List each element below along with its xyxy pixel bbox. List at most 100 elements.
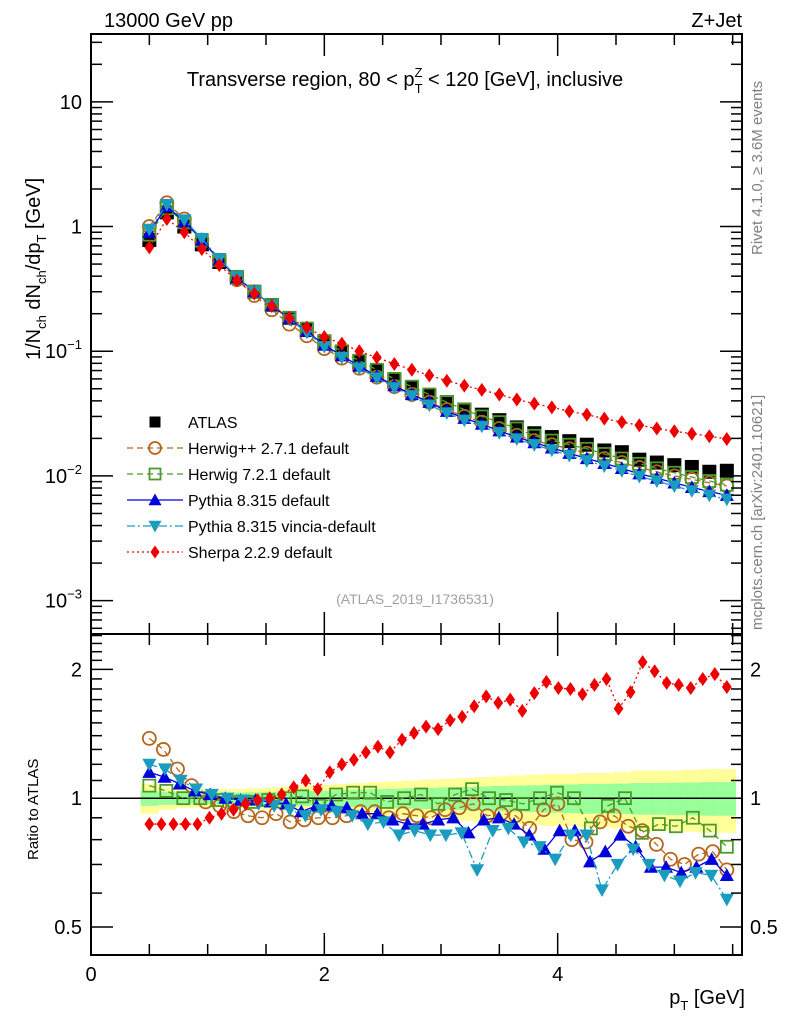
data-point — [610, 858, 625, 872]
data-point — [404, 390, 419, 403]
data-point — [581, 407, 592, 422]
series-atlas — [142, 205, 734, 479]
ylabel-sub: ch — [34, 315, 49, 329]
ratio-y-tick-label: 1 — [71, 788, 82, 810]
title-superscript: Z — [415, 65, 423, 80]
data-point — [380, 795, 395, 809]
data-point — [499, 793, 513, 807]
data-point — [282, 804, 297, 817]
data-point — [371, 350, 382, 365]
data-point — [459, 378, 470, 393]
data-point — [546, 400, 557, 415]
y-tick-label: 1 — [71, 217, 82, 239]
data-point — [669, 424, 680, 439]
legend-item: Pythia 8.315 default — [127, 493, 330, 510]
process-label: Z+Jet — [691, 10, 742, 32]
legend-label: Sherpa 2.2.9 default — [188, 545, 333, 562]
ylabel-part: dN — [23, 284, 45, 315]
series-pythia-8-315-vincia-default — [142, 198, 734, 507]
data-point — [481, 689, 492, 704]
main-series-layer — [141, 195, 735, 507]
x-tick-label: 4 — [552, 964, 563, 986]
data-point — [142, 758, 157, 772]
data-point — [312, 782, 323, 797]
data-point — [517, 703, 528, 718]
mcplots-credit-label: mcplots.cern.ch [arXiv:2401.10621] — [749, 395, 766, 630]
data-point — [474, 420, 489, 434]
data-point — [144, 817, 155, 832]
data-point — [594, 884, 609, 898]
ratio-y-tick-label: 2 — [71, 659, 82, 681]
data-point — [254, 810, 270, 826]
data-point — [142, 223, 157, 237]
data-point — [529, 686, 540, 701]
ratio-frame — [90, 633, 743, 956]
ylabel-part: 1/N — [23, 329, 45, 360]
data-point — [454, 827, 469, 840]
data-point — [156, 742, 171, 757]
data-point — [422, 399, 437, 413]
x-axis-label: pT [GeV] — [669, 987, 745, 1013]
data-point — [433, 722, 443, 737]
main-frame — [90, 33, 743, 635]
data-point — [276, 787, 287, 802]
data-point — [511, 392, 522, 407]
legend: ATLAS Herwig++ 2.7.1 default Herwig 7.2.1 … — [127, 415, 376, 562]
data-point — [228, 802, 239, 817]
data-point — [537, 842, 552, 855]
data-point — [314, 804, 329, 817]
data-point — [363, 785, 378, 800]
series-line — [149, 785, 728, 848]
data-point — [214, 258, 225, 273]
data-point — [264, 791, 275, 806]
data-point — [564, 404, 575, 419]
data-point — [141, 730, 157, 746]
data-point — [204, 810, 215, 825]
data-point — [579, 455, 594, 468]
data-point — [668, 819, 683, 834]
data-point — [614, 465, 629, 478]
ratio-y-axis-label: Ratio to ATLAS — [25, 759, 42, 860]
data-point — [159, 198, 174, 212]
data-point — [697, 671, 708, 686]
data-point — [704, 429, 715, 444]
data-point — [577, 687, 588, 702]
data-point — [346, 785, 361, 800]
ylabel-sub: ch — [34, 270, 49, 284]
data-point — [192, 817, 203, 832]
data-point — [626, 843, 641, 857]
rivet-version-label: Rivet 4.1.0, ≥ 3.6M events — [749, 81, 766, 255]
data-point — [431, 796, 445, 811]
data-point — [492, 427, 507, 440]
data-point — [360, 745, 371, 760]
data-point — [529, 396, 540, 411]
data-point — [544, 430, 559, 445]
data-point — [461, 825, 476, 839]
data-point — [385, 745, 395, 760]
legend-item: Herwig 7.2.1 default — [127, 467, 331, 484]
series-sherpa-2-2-9-default — [144, 211, 732, 446]
y-tick-label: 10−1 — [45, 337, 82, 363]
data-point — [550, 785, 564, 800]
data-point — [709, 667, 720, 682]
data-point — [216, 806, 227, 821]
data-point — [667, 458, 682, 473]
data-point — [663, 851, 678, 867]
data-point — [637, 655, 648, 670]
data-point — [579, 829, 594, 843]
legend-label: Herwig++ 2.7.1 default — [188, 441, 350, 458]
data-point — [613, 828, 628, 841]
data-point — [704, 852, 719, 865]
y-tick-label: 10−3 — [45, 587, 82, 613]
data-point — [632, 470, 647, 484]
legend-label: ATLAS — [188, 415, 238, 432]
data-point — [601, 798, 615, 813]
data-point — [300, 773, 311, 788]
data-point — [562, 434, 577, 449]
data-point — [482, 791, 496, 806]
data-point — [649, 836, 664, 852]
data-point — [352, 362, 367, 376]
data-point — [439, 407, 454, 420]
data-point — [445, 713, 456, 728]
data-point — [465, 782, 479, 797]
